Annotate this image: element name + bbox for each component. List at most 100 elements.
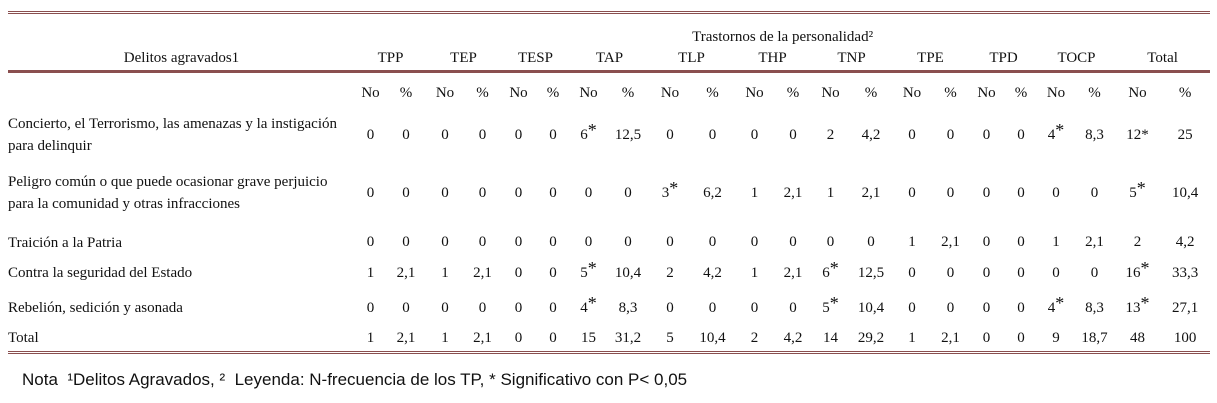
data-row: Total 1 2,1 1 2,1 0 0 15 31,2 5 10,4 2 4,2 14 29,2 1 2,1… [8,326,1210,352]
cell: 4* [570,290,607,326]
row-label: Traición a la Patria [8,234,123,251]
cell: 0 [982,264,991,281]
cell: 2,1 [396,329,416,346]
cell: 0 [549,234,557,250]
cell: 0 [908,264,916,281]
sub-header: % [399,84,413,101]
cell: 0 [478,234,487,250]
cell: 0 [478,299,487,316]
cell: 2,1 [473,264,492,281]
cell: 2 [826,126,835,143]
sub-header: No [1046,84,1066,101]
cell: 0 [549,126,557,143]
sub-header: % [546,84,560,101]
cell: 0 [514,264,523,281]
cell: 10,4 [614,264,642,281]
row-label: Rebelión, sedición y asonada [8,300,183,316]
cell-value: 4 [580,299,588,316]
cell: 0 [826,234,835,250]
sub-header: No [660,84,680,101]
cell: 33,3 [1171,264,1199,281]
cell: 1 [750,264,759,281]
cell: 0 [549,184,557,201]
cell: 0 [549,264,557,281]
data-row: Traición a la Patria 0 0 0 0 0 0 0 0 0 0 0 0 0 0 1 2,1 0 0… [8,229,1210,256]
significance-mark: * [1136,177,1146,198]
sub-header: No [509,84,528,101]
data-row: Rebelión, sedición y asonada 0 0 0 0 0 0 4* 8,3 0… [8,290,1210,326]
significance-mark: * [587,119,597,140]
cell: 2 [750,329,759,346]
cell: 0 [946,126,955,143]
cell: 0 [1052,264,1060,281]
sub-header: No [1128,84,1147,101]
cell: 0 [982,329,991,346]
sub-header: % [786,84,800,101]
group-header: TAP [570,46,649,73]
cell: 0 [982,234,991,250]
group-header: TLP [649,46,734,73]
sub-header: % [1178,84,1192,101]
cell-value: 3 [661,184,670,201]
cell: 15 [581,329,596,346]
group-header: TPD [969,46,1038,73]
cell: 0 [441,126,449,143]
group-header: THP [734,46,811,73]
cell: 0 [584,184,593,201]
cell: 4* [1038,113,1074,157]
cell: 0 [441,234,449,250]
cell: 14 [823,329,838,346]
cell: 1 [441,264,449,281]
group-header: Total [1115,46,1211,73]
cell: 0 [366,184,375,201]
cell: 0 [1017,299,1025,316]
cell: 0 [789,126,797,143]
cell: 0 [1017,329,1025,346]
cell: 10,4 [1171,184,1199,201]
cell: 4,2 [1175,234,1195,250]
cell: 5* [1115,157,1160,229]
cell: 4,2 [703,264,722,281]
cell: 0 [750,299,759,316]
cell: 0 [624,234,632,250]
cell: 2,1 [1085,234,1104,250]
cell: 0 [708,234,717,250]
significance-mark: * [829,257,839,278]
cell: 10,4 [857,299,885,316]
cell-value: 16 [1125,264,1141,281]
cell: 1 [441,329,449,346]
cell: 48 [1130,329,1145,346]
cell: 2,1 [783,264,803,281]
cell: 0 [982,126,991,143]
cell: 2 [666,264,674,281]
group-header: TPP [355,46,426,73]
cell: 29,2 [857,329,885,346]
sub-header: % [706,84,719,101]
cell: 8,3 [618,299,638,316]
cell: 2,1 [941,329,960,346]
row-label: Peligro común o que puede ocasionar grav… [8,174,328,212]
cell: 0 [789,299,797,316]
group-header: TOCP [1038,46,1115,73]
cell: 0 [478,126,487,143]
cell: 0 [584,234,593,250]
cell: 0 [402,299,410,316]
cell: 2,1 [396,264,416,281]
empty [8,72,355,114]
sub-header: No [361,84,380,101]
sub-header: % [1014,84,1028,101]
cell-value: 5 [1129,184,1137,201]
cell: 8,3 [1085,126,1104,143]
cell: 0 [666,299,674,316]
cell: 0 [366,126,375,143]
cell: 0 [549,329,557,346]
cell: 0 [1017,264,1025,281]
cell: 12,5 [614,126,642,143]
cell: 0 [478,184,487,201]
subheader-row: No% No% No% No% No% No% No% No% No% No% No% [8,72,1210,114]
cell: 9 [1052,329,1060,346]
significance-mark: * [669,177,679,198]
cell: 16* [1115,256,1160,290]
sub-header: % [864,84,878,101]
